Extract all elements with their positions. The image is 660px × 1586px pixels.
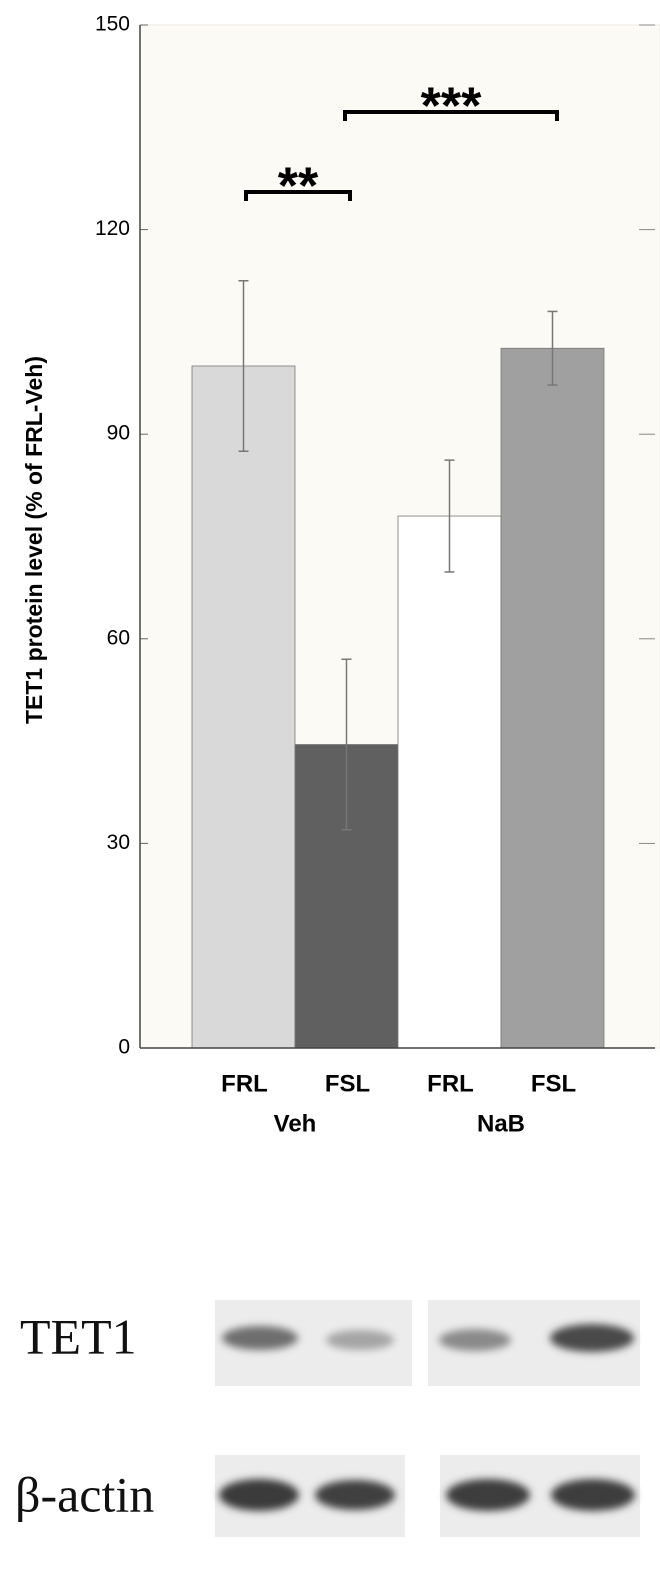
blot-label: β-actin [15, 1466, 154, 1522]
chart: TET1 protein level (% of FRL-Veh) TET1 β… [0, 0, 660, 1581]
y-tick-label: 0 [118, 1036, 130, 1059]
group-label: Veh [274, 1110, 317, 1137]
y-tick-label: 90 [107, 422, 130, 445]
bar [192, 366, 295, 1048]
y-tick-label: 150 [95, 13, 130, 36]
x-tick-label: FRL [427, 1070, 474, 1097]
blot-bands [219, 1479, 635, 1511]
y-tick-label: 30 [107, 831, 130, 854]
y-axis-title: TET1 protein level (% of FRL-Veh) [21, 356, 47, 724]
x-tick-label: FSL [325, 1070, 370, 1097]
y-tick-label: 120 [95, 217, 130, 240]
group-label: NaB [477, 1110, 525, 1137]
bar [398, 516, 501, 1048]
significance-label: *** [421, 78, 482, 136]
bar [501, 348, 604, 1048]
western-blot: TET1 β-actin [15, 1300, 640, 1537]
blot-label: TET1 [20, 1308, 137, 1364]
significance-label: ** [278, 158, 319, 216]
y-tick-label: 60 [107, 626, 130, 649]
x-tick-label: FSL [531, 1070, 576, 1097]
x-tick-label: FRL [221, 1070, 268, 1097]
